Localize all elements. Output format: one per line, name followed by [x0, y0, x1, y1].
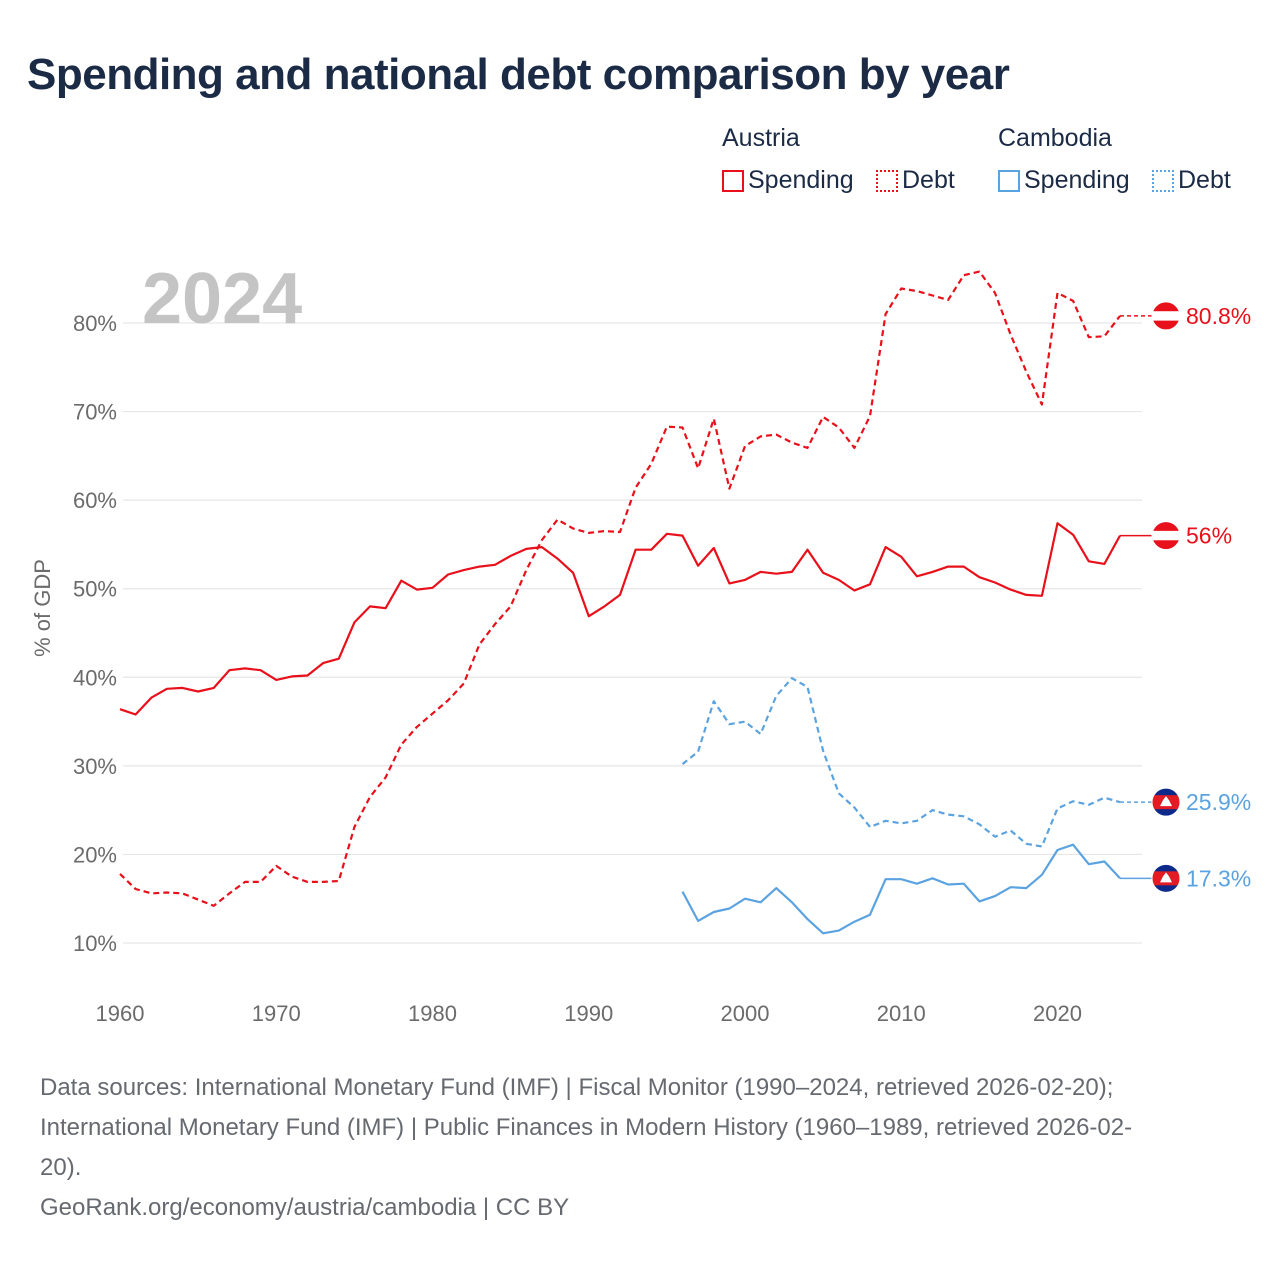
x-axis-ticks: 1960 1970 1980 1990 2000 2010 2020: [96, 1001, 1082, 1026]
legend-austria-spending-label: Spending: [748, 166, 854, 194]
x-tick-label: 2010: [877, 1001, 926, 1026]
series-end-markers: 56% 80.8% 17.3% 25.9%: [1120, 301, 1251, 893]
legend-austria-debt-label: Debt: [902, 166, 955, 194]
legend-austria-heading: Austria: [722, 124, 800, 152]
chart-title: Spending and national debt comparison by…: [27, 50, 1010, 99]
y-tick-label: 70%: [73, 400, 117, 425]
y-tick-label: 20%: [73, 842, 117, 867]
austria-flag-icon: [1151, 301, 1181, 331]
austria-debt-end-label: 80.8%: [1186, 303, 1251, 329]
austria-flag-icon: [1151, 521, 1181, 551]
y-tick-label: 40%: [73, 665, 117, 690]
legend-austria-debt-swatch: [876, 169, 898, 192]
series-lines: [119, 270, 1121, 935]
y-axis-label: % of GDP: [30, 559, 55, 657]
y-tick-label: 50%: [73, 577, 117, 602]
austria-spending-end-label: 56%: [1186, 523, 1232, 549]
gridlines: [123, 322, 1142, 944]
line-chart: 2024 % of GDP 10% 20% 30% 40% 50% 60% 70% 80% 1…: [30, 259, 1251, 1026]
y-axis-ticks: 10% 20% 30% 40% 50% 60% 70% 80%: [73, 311, 117, 956]
cambodia-flag-icon: [1151, 863, 1181, 893]
cambodia-spending-end-label: 17.3%: [1186, 865, 1251, 891]
cambodia-spending-line: [681, 843, 1121, 935]
y-tick-label: 10%: [73, 931, 117, 956]
cambodia-flag-icon: [1151, 787, 1181, 817]
x-tick-label: 1990: [564, 1001, 613, 1026]
cambodia-debt-end-label: 25.9%: [1186, 789, 1251, 815]
legend-austria-debt[interactable]: Debt: [876, 166, 955, 195]
footer-sources-line-3: 20).: [40, 1154, 82, 1181]
footer: Data sources: International Monetary Fun…: [40, 1068, 1240, 1228]
x-tick-label: 2020: [1033, 1001, 1082, 1026]
y-tick-label: 30%: [73, 754, 117, 779]
legend-cambodia-heading: Cambodia: [998, 124, 1112, 152]
x-tick-label: 1980: [408, 1001, 457, 1026]
legend-cambodia-spending-label: Spending: [1024, 166, 1130, 194]
x-tick-label: 2000: [721, 1001, 770, 1026]
legend-cambodia-debt-swatch: [1152, 169, 1174, 192]
cambodia-debt-line: [681, 677, 1121, 848]
legend-cambodia-spending-swatch: [998, 169, 1020, 192]
legend-austria-spending[interactable]: Spending: [722, 166, 854, 195]
footer-sources-line-1: Data sources: International Monetary Fun…: [40, 1074, 1114, 1101]
footer-sources-line-2: International Monetary Fund (IMF) | Publ…: [40, 1114, 1133, 1141]
legend-cambodia-debt[interactable]: Debt: [1152, 166, 1231, 195]
y-tick-label: 60%: [73, 488, 117, 513]
year-watermark: 2024: [142, 259, 302, 339]
austria-debt-line: [119, 270, 1121, 907]
y-tick-label: 80%: [73, 311, 117, 336]
legend-austria-spending-swatch: [722, 169, 744, 192]
footer-credit-link[interactable]: GeoRank.org/economy/austria/cambodia | C…: [40, 1194, 570, 1221]
legend-cambodia-spending[interactable]: Spending: [998, 166, 1130, 195]
legend-cambodia-debt-label: Debt: [1178, 166, 1231, 194]
austria-spending-line: [119, 522, 1121, 716]
x-tick-label: 1960: [96, 1001, 145, 1026]
x-tick-label: 1970: [252, 1001, 301, 1026]
